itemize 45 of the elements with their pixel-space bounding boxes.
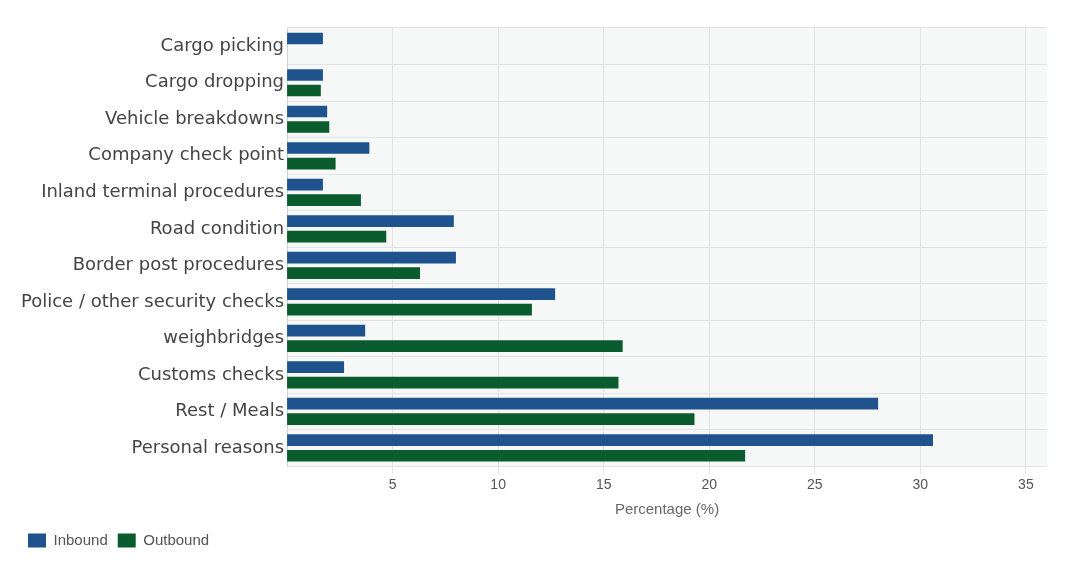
bar	[287, 397, 879, 410]
x-tick-label: 25	[807, 476, 823, 493]
bar	[287, 434, 934, 446]
y-tick-label: Company check point	[88, 143, 285, 165]
y-tick-label: Cargo dropping	[145, 70, 285, 92]
bar	[287, 340, 623, 352]
bar	[287, 215, 454, 227]
bar	[287, 194, 361, 206]
y-tick-label: Cargo picking	[160, 33, 285, 55]
y-tick-label: Road condition	[149, 216, 285, 238]
bar	[287, 69, 323, 81]
y-tick-label: Border post procedures	[72, 253, 285, 275]
y-tick-label: weighbridges	[163, 326, 285, 348]
bar	[287, 361, 345, 373]
y-tick-label: Vehicle breakdowns	[105, 106, 285, 128]
bar	[287, 288, 556, 300]
y-tick-label: Customs checks	[137, 362, 285, 384]
x-tick-label: 35	[1018, 476, 1034, 493]
y-tick-label: Police / other security checks	[20, 289, 285, 311]
legend-label: Outbound	[143, 530, 210, 548]
bar	[287, 230, 387, 243]
bar	[287, 251, 456, 264]
bar	[287, 142, 370, 154]
x-tick-label: 30	[912, 476, 929, 493]
bar	[287, 267, 421, 279]
bar	[287, 178, 323, 191]
x-tick-label: 5	[388, 476, 397, 493]
y-tick-label: Rest / Meals	[175, 399, 285, 421]
legend-label: Inbound	[53, 530, 108, 548]
bar	[287, 84, 321, 97]
bar	[287, 413, 695, 426]
y-tick-label: Personal reasons	[131, 435, 285, 457]
x-tick-label: 10	[490, 476, 507, 493]
bar	[287, 303, 532, 316]
bar	[287, 105, 328, 118]
bar	[287, 324, 366, 337]
bar	[287, 121, 330, 133]
y-tick-label: Inland terminal procedures	[41, 180, 285, 201]
bar	[287, 449, 746, 462]
bar	[287, 376, 619, 389]
x-axis-title: Percentage (%)	[614, 500, 720, 518]
x-tick-label: 20	[701, 476, 718, 493]
bar	[287, 157, 336, 170]
bar	[287, 32, 323, 45]
x-tick-label: 15	[595, 476, 612, 493]
